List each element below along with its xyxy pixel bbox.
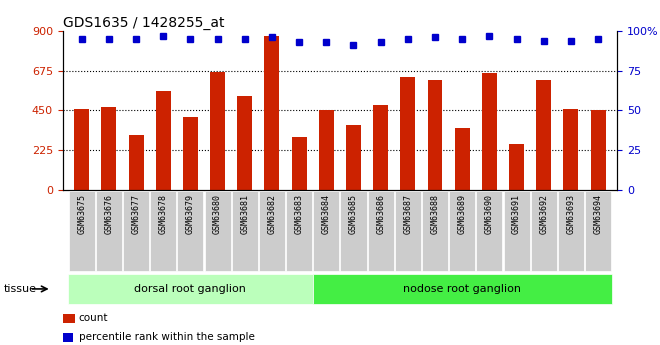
Bar	[373, 105, 388, 190]
Text: GSM63681: GSM63681	[240, 194, 249, 234]
Text: GDS1635 / 1428255_at: GDS1635 / 1428255_at	[63, 16, 224, 30]
Bar	[178, 191, 203, 271]
Text: GSM63683: GSM63683	[294, 194, 304, 234]
Bar	[238, 96, 252, 190]
Text: percentile rank within the sample: percentile rank within the sample	[79, 333, 254, 342]
Text: GSM63694: GSM63694	[593, 194, 603, 234]
Bar	[129, 135, 144, 190]
Text: dorsal root ganglion: dorsal root ganglion	[135, 284, 246, 294]
Bar	[346, 125, 361, 190]
Text: GSM63687: GSM63687	[403, 194, 412, 234]
Bar	[102, 107, 116, 190]
Text: GSM63678: GSM63678	[159, 194, 168, 234]
Bar	[368, 191, 394, 271]
Bar	[259, 191, 285, 271]
Text: GSM63676: GSM63676	[104, 194, 114, 234]
Bar	[205, 191, 230, 271]
Bar	[313, 274, 612, 304]
Bar	[74, 109, 89, 190]
Text: GSM63689: GSM63689	[457, 194, 467, 234]
Bar	[395, 191, 421, 271]
Bar	[69, 191, 95, 271]
Bar	[401, 77, 415, 190]
Text: GSM63688: GSM63688	[430, 194, 440, 234]
Bar	[292, 137, 307, 190]
Bar	[558, 191, 584, 271]
Bar	[482, 73, 497, 190]
Bar	[422, 191, 448, 271]
Text: GSM63675: GSM63675	[77, 194, 86, 234]
Text: GSM63679: GSM63679	[186, 194, 195, 234]
Bar	[123, 191, 149, 271]
Bar	[509, 144, 524, 190]
Text: tissue: tissue	[3, 284, 36, 294]
Bar	[210, 72, 225, 190]
Text: GSM63686: GSM63686	[376, 194, 385, 234]
Bar	[449, 191, 475, 271]
Bar	[286, 191, 312, 271]
Bar	[477, 191, 502, 271]
Bar	[265, 36, 279, 190]
Bar	[536, 80, 551, 190]
Text: GSM63685: GSM63685	[349, 194, 358, 234]
Text: GSM63691: GSM63691	[512, 194, 521, 234]
Text: GSM63684: GSM63684	[322, 194, 331, 234]
Bar	[314, 191, 339, 271]
Bar	[504, 191, 529, 271]
Bar	[96, 191, 122, 271]
Text: GSM63677: GSM63677	[131, 194, 141, 234]
Text: GSM63682: GSM63682	[267, 194, 277, 234]
Text: nodose root ganglion: nodose root ganglion	[403, 284, 521, 294]
Text: GSM63690: GSM63690	[485, 194, 494, 234]
Bar	[68, 274, 313, 304]
Bar	[585, 191, 611, 271]
Text: count: count	[79, 314, 108, 323]
Bar	[564, 109, 578, 190]
Bar	[183, 117, 198, 190]
Bar	[232, 191, 258, 271]
Bar	[156, 91, 171, 190]
Bar	[428, 80, 442, 190]
Bar	[341, 191, 366, 271]
Bar	[319, 109, 334, 190]
Bar	[591, 110, 606, 190]
Text: GSM63693: GSM63693	[566, 194, 576, 234]
Bar	[455, 128, 470, 190]
Bar	[150, 191, 176, 271]
Bar	[531, 191, 557, 271]
Text: GSM63692: GSM63692	[539, 194, 548, 234]
Text: GSM63680: GSM63680	[213, 194, 222, 234]
